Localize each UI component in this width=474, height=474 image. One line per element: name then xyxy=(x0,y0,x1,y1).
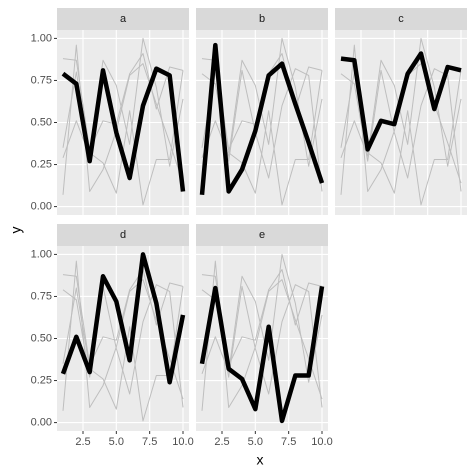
y-tick-label: 1.00 xyxy=(31,32,52,44)
other-line xyxy=(62,269,184,366)
y-tick-label: 0.75 xyxy=(31,74,52,86)
y-tick-label: 0.50 xyxy=(31,116,52,128)
x-tick-label: 5.0 xyxy=(109,436,124,448)
strip-bg xyxy=(196,8,328,30)
x-tick-label: 5.0 xyxy=(248,436,263,448)
y-tick-label: 0.00 xyxy=(31,200,52,212)
y-tick-label: 0.75 xyxy=(31,290,52,302)
strip-label: a xyxy=(120,13,127,25)
strip-label: e xyxy=(259,229,265,241)
strip-label: c xyxy=(398,13,404,25)
highlight-line xyxy=(61,66,186,192)
other-line xyxy=(62,37,184,167)
other-line xyxy=(62,286,184,422)
highlight-line xyxy=(340,51,462,152)
strip-label: b xyxy=(259,13,265,25)
x-tick-label: 10.0 xyxy=(311,436,332,448)
strip-bg xyxy=(335,8,467,30)
y-tick-label: 0.50 xyxy=(31,332,52,344)
other-line xyxy=(340,37,462,167)
x-tick-label: 7.5 xyxy=(281,436,296,448)
strip-bg xyxy=(57,224,189,246)
other-line xyxy=(201,253,323,383)
x-axis-label: x xyxy=(257,452,264,468)
y-tick-label: 0.25 xyxy=(31,158,52,170)
y-axis-label: y xyxy=(8,227,24,234)
strip-bg xyxy=(57,8,189,30)
x-tick-label: 7.5 xyxy=(142,436,157,448)
y-tick-label: 0.00 xyxy=(31,416,52,428)
x-tick-label: 10.0 xyxy=(172,436,193,448)
highlight-line xyxy=(199,42,325,196)
y-tick-label: 0.25 xyxy=(31,374,52,386)
highlight-line xyxy=(60,252,186,385)
highlight-line xyxy=(199,285,325,424)
x-tick-label: 2.5 xyxy=(75,436,90,448)
y-tick-label: 1.00 xyxy=(31,248,52,260)
strip-bg xyxy=(196,224,328,246)
x-tick-label: 2.5 xyxy=(214,436,229,448)
other-line xyxy=(62,53,184,150)
strip-label: d xyxy=(120,229,126,241)
